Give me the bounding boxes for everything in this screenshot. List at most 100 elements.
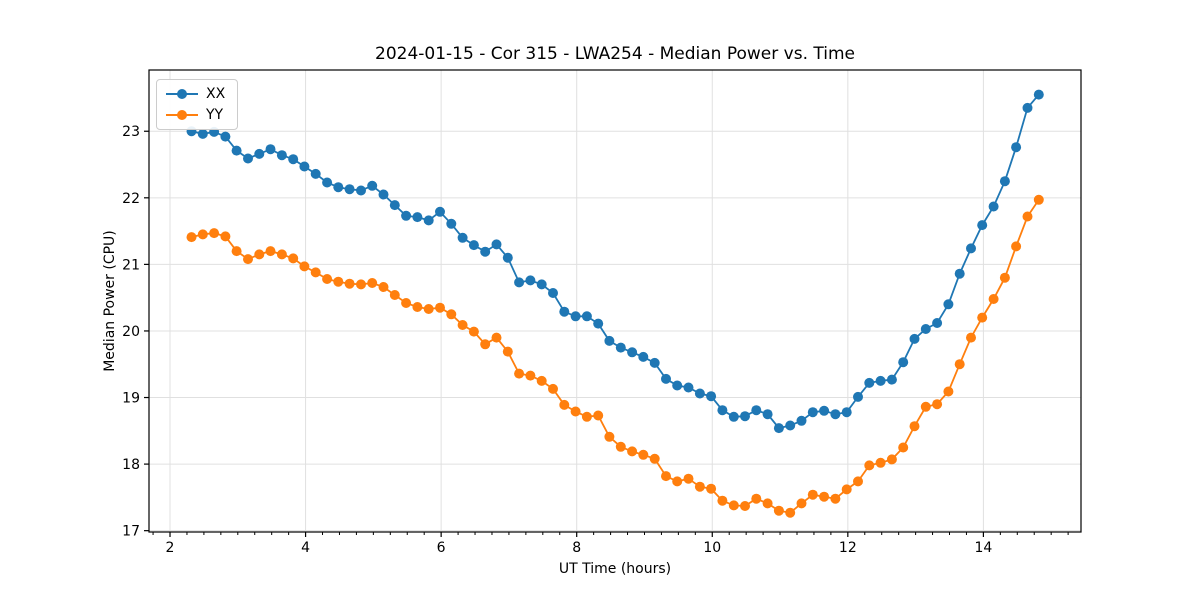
data-point-xx	[819, 405, 830, 416]
y-tick-label: 17	[122, 524, 140, 540]
data-point-yy	[807, 489, 818, 500]
data-point-xx	[322, 177, 333, 188]
data-point-yy	[875, 457, 886, 468]
data-point-xx	[401, 210, 412, 221]
data-point-yy	[378, 282, 389, 292]
data-point-yy	[886, 454, 897, 465]
data-point-xx	[966, 243, 976, 254]
data-point-yy	[581, 411, 592, 422]
data-point-yy	[751, 493, 762, 504]
data-point-yy	[853, 476, 863, 487]
data-point-xx	[627, 347, 638, 358]
data-point-xx	[864, 377, 875, 388]
data-point-yy	[977, 312, 988, 323]
data-point-yy	[627, 446, 638, 457]
data-point-xx	[468, 240, 479, 251]
data-point-yy	[243, 254, 253, 265]
x-tick-label: 10	[703, 540, 721, 556]
series-group	[186, 89, 1044, 518]
data-point-xx	[886, 374, 897, 385]
data-point-xx	[875, 375, 886, 386]
data-point-xx	[728, 411, 739, 422]
data-point-xx	[502, 252, 513, 263]
data-point-yy	[344, 278, 355, 289]
data-point-yy	[841, 484, 852, 495]
data-point-yy	[1011, 241, 1022, 252]
data-point-yy	[548, 383, 558, 394]
data-point-yy	[706, 483, 717, 494]
data-point-xx	[830, 409, 841, 420]
data-point-yy	[1022, 211, 1033, 222]
data-point-yy	[717, 495, 728, 506]
data-point-xx	[389, 200, 400, 211]
data-point-xx	[197, 128, 208, 139]
data-point-yy	[864, 460, 875, 471]
data-point-xx	[310, 168, 321, 179]
y-tick-label: 19	[122, 391, 140, 407]
data-point-xx	[706, 391, 717, 402]
data-point-xx	[356, 185, 366, 196]
data-point-xx	[785, 420, 796, 431]
data-point-xx	[231, 145, 242, 156]
data-point-xx	[999, 176, 1010, 187]
data-point-xx	[265, 144, 276, 155]
data-point-xx	[717, 405, 728, 416]
x-tick-label: 14	[974, 540, 992, 556]
series-line-xx	[191, 94, 1040, 430]
data-point-xx	[220, 131, 231, 142]
data-point-xx	[694, 388, 705, 399]
data-point-xx	[333, 182, 344, 193]
data-point-yy	[683, 473, 694, 484]
data-point-yy	[649, 453, 660, 464]
data-point-yy	[1033, 194, 1044, 205]
data-point-yy	[819, 491, 830, 502]
data-point-xx	[796, 415, 807, 426]
data-point-xx	[762, 409, 773, 420]
data-point-yy	[999, 272, 1010, 283]
data-point-xx	[570, 311, 581, 322]
data-point-xx	[1011, 142, 1022, 153]
x-tick-label: 4	[301, 540, 310, 556]
chart-title: 2024-01-15 - Cor 315 - LWA254 - Median P…	[375, 44, 855, 64]
x-tick-label: 2	[166, 540, 175, 556]
legend-label-xx: XX	[206, 86, 226, 102]
data-point-xx	[288, 154, 299, 165]
data-point-yy	[435, 302, 445, 313]
data-point-yy	[220, 231, 231, 242]
data-point-yy	[514, 368, 525, 379]
data-point-yy	[932, 399, 943, 410]
data-point-xx	[954, 268, 965, 279]
data-point-xx	[943, 299, 954, 310]
data-point-yy	[728, 500, 739, 511]
data-point-yy	[310, 267, 321, 278]
data-point-xx	[299, 161, 310, 172]
data-point-yy	[299, 261, 310, 272]
data-point-yy	[898, 442, 909, 453]
data-point-yy	[785, 507, 796, 518]
data-point-yy	[491, 332, 502, 343]
data-point-yy	[209, 228, 220, 239]
data-point-xx	[1033, 89, 1044, 100]
data-point-yy	[197, 229, 208, 240]
data-point-yy	[672, 476, 683, 487]
data-point-yy	[502, 346, 513, 357]
data-point-yy	[943, 386, 954, 397]
data-point-yy	[762, 498, 773, 509]
data-point-yy	[570, 406, 581, 417]
data-point-yy	[457, 320, 468, 330]
data-point-xx	[773, 423, 784, 434]
data-point-xx	[593, 318, 604, 329]
data-point-xx	[276, 150, 287, 161]
series-line-yy	[191, 199, 1040, 514]
data-point-xx	[1022, 102, 1033, 113]
data-point-yy	[401, 298, 412, 308]
data-point-xx	[254, 148, 265, 159]
data-point-xx	[649, 357, 660, 368]
data-point-yy	[988, 294, 999, 304]
y-tick-label: 21	[122, 257, 140, 273]
data-point-yy	[231, 246, 242, 257]
data-point-xx	[920, 324, 931, 334]
data-point-xx	[841, 407, 852, 418]
data-point-xx	[480, 246, 491, 257]
